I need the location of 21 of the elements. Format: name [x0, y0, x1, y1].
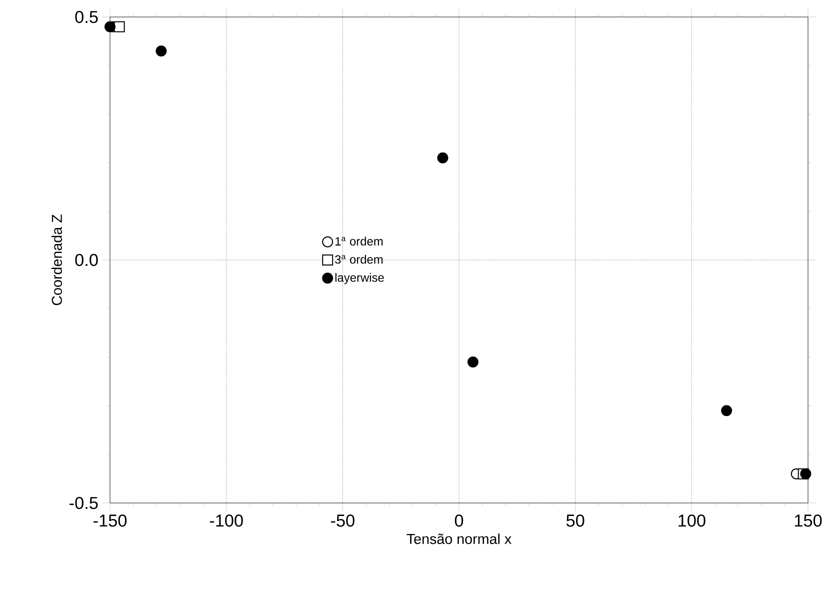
legend-label: 3$^{a}$ ordem — [335, 254, 383, 264]
point — [114, 21, 125, 32]
x-tick-label: 100 — [678, 514, 706, 527]
x-tick-label: 50 — [566, 514, 584, 527]
x-tick-label: -50 — [331, 514, 354, 527]
x-axis-title: Tensão normal x — [406, 534, 512, 544]
point — [467, 356, 478, 368]
y-tick-label: 0.0 — [75, 254, 98, 266]
x-tick-label: 150 — [794, 514, 822, 527]
point — [156, 46, 167, 57]
x-tick-label: 0 — [454, 514, 464, 527]
point — [800, 468, 812, 480]
point — [437, 152, 448, 164]
y-tick-label: 0.5 — [75, 10, 98, 24]
y-axis-title: Coordenada Z — [51, 214, 62, 306]
legend-label: 1$^{a}$ ordem — [336, 236, 383, 246]
x-tick-label: -150 — [94, 514, 127, 527]
x-tick-label: -100 — [210, 514, 243, 527]
y-tick-label: -0.5 — [70, 496, 98, 510]
point — [721, 405, 732, 416]
legend-label: layerwise — [335, 273, 384, 284]
